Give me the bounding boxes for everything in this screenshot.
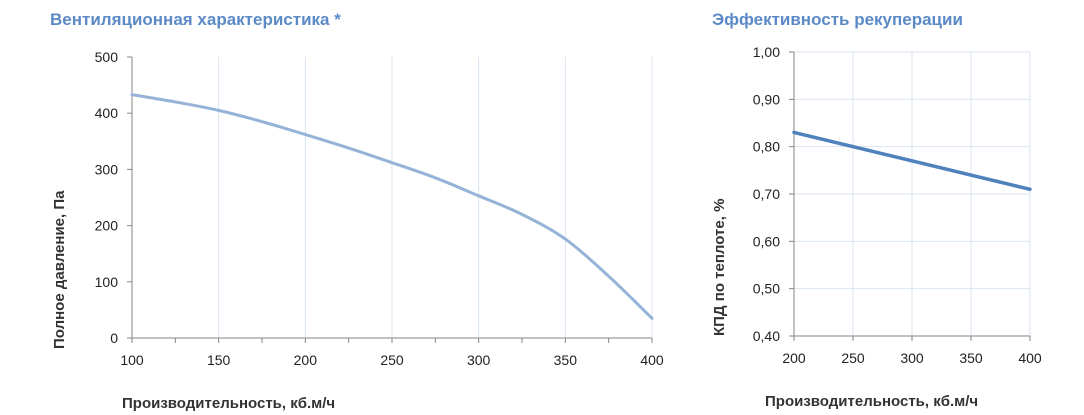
- ventilation-chart-xlabel: Производительность, кб.м/ч: [122, 395, 335, 412]
- left-y-tick-label: 200: [95, 218, 119, 234]
- right-y-tick-label: 0,70: [753, 186, 780, 202]
- right-series-line: [792, 130, 1032, 192]
- left-series-line: [130, 93, 654, 320]
- recovery-efficiency-chart-grid: [794, 51, 1031, 336]
- recovery-efficiency-chart-ylabel: КПД по теплоте, %: [711, 199, 728, 336]
- right-y-tick-label: 0,90: [753, 91, 780, 107]
- left-y-tick-label: 400: [95, 105, 119, 121]
- right-x-tick-label: 300: [900, 350, 924, 366]
- ventilation-chart-grid: [218, 57, 653, 338]
- ventilation-chart-y-ticks: 0 100 200 300 400 500: [95, 49, 119, 346]
- recovery-efficiency-chart-xlabel: Производительность, кб.м/ч: [765, 393, 978, 410]
- ventilation-chart: Вентиляционная характеристика * 100 150 20…: [50, 10, 664, 412]
- right-y-tick-label: 0,80: [753, 139, 780, 155]
- ventilation-chart-x-ticks: 100 150 200 250 300 350 400: [120, 352, 664, 368]
- right-x-tick-label: 400: [1018, 350, 1042, 366]
- left-y-tick-label: 100: [95, 274, 119, 290]
- recovery-efficiency-chart-x-ticks: 200 250 300 350 400: [782, 350, 1042, 366]
- recovery-efficiency-chart-title: Эффективность рекуперации: [712, 10, 963, 29]
- left-x-tick-label: 300: [467, 352, 491, 368]
- left-y-tick-label: 300: [95, 161, 119, 177]
- right-x-tick-label: 200: [782, 350, 806, 366]
- ventilation-chart-ylabel: Полное давление, Па: [51, 190, 68, 349]
- right-y-tick-label: 1,00: [753, 44, 780, 60]
- left-x-tick-label: 250: [380, 352, 404, 368]
- left-x-tick-label: 400: [640, 352, 664, 368]
- recovery-efficiency-chart-axes: [789, 51, 1031, 341]
- left-x-tick-label: 200: [294, 352, 318, 368]
- ventilation-chart-title: Вентиляционная характеристика *: [50, 10, 341, 29]
- left-y-tick-label: 0: [110, 330, 118, 346]
- ventilation-chart-series: [130, 93, 654, 320]
- left-y-tick-label: 500: [95, 49, 119, 65]
- right-x-tick-label: 250: [841, 350, 865, 366]
- right-y-tick-label: 0,50: [753, 281, 780, 297]
- right-y-tick-label: 0,40: [753, 328, 780, 344]
- left-x-tick-label: 150: [207, 352, 231, 368]
- ventilation-chart-axes: [127, 56, 653, 343]
- left-x-tick-label: 100: [120, 352, 144, 368]
- recovery-efficiency-chart-y-ticks: 0,40 0,50 0,60 0,70 0,80 0,90 1,00: [753, 44, 780, 344]
- recovery-efficiency-chart-series: [792, 130, 1032, 192]
- right-y-tick-label: 0,60: [753, 233, 780, 249]
- right-x-tick-label: 350: [959, 350, 983, 366]
- left-x-tick-label: 350: [554, 352, 578, 368]
- recovery-efficiency-chart: Эффективность рекуперации 200 250 300 350 40…: [711, 10, 1042, 410]
